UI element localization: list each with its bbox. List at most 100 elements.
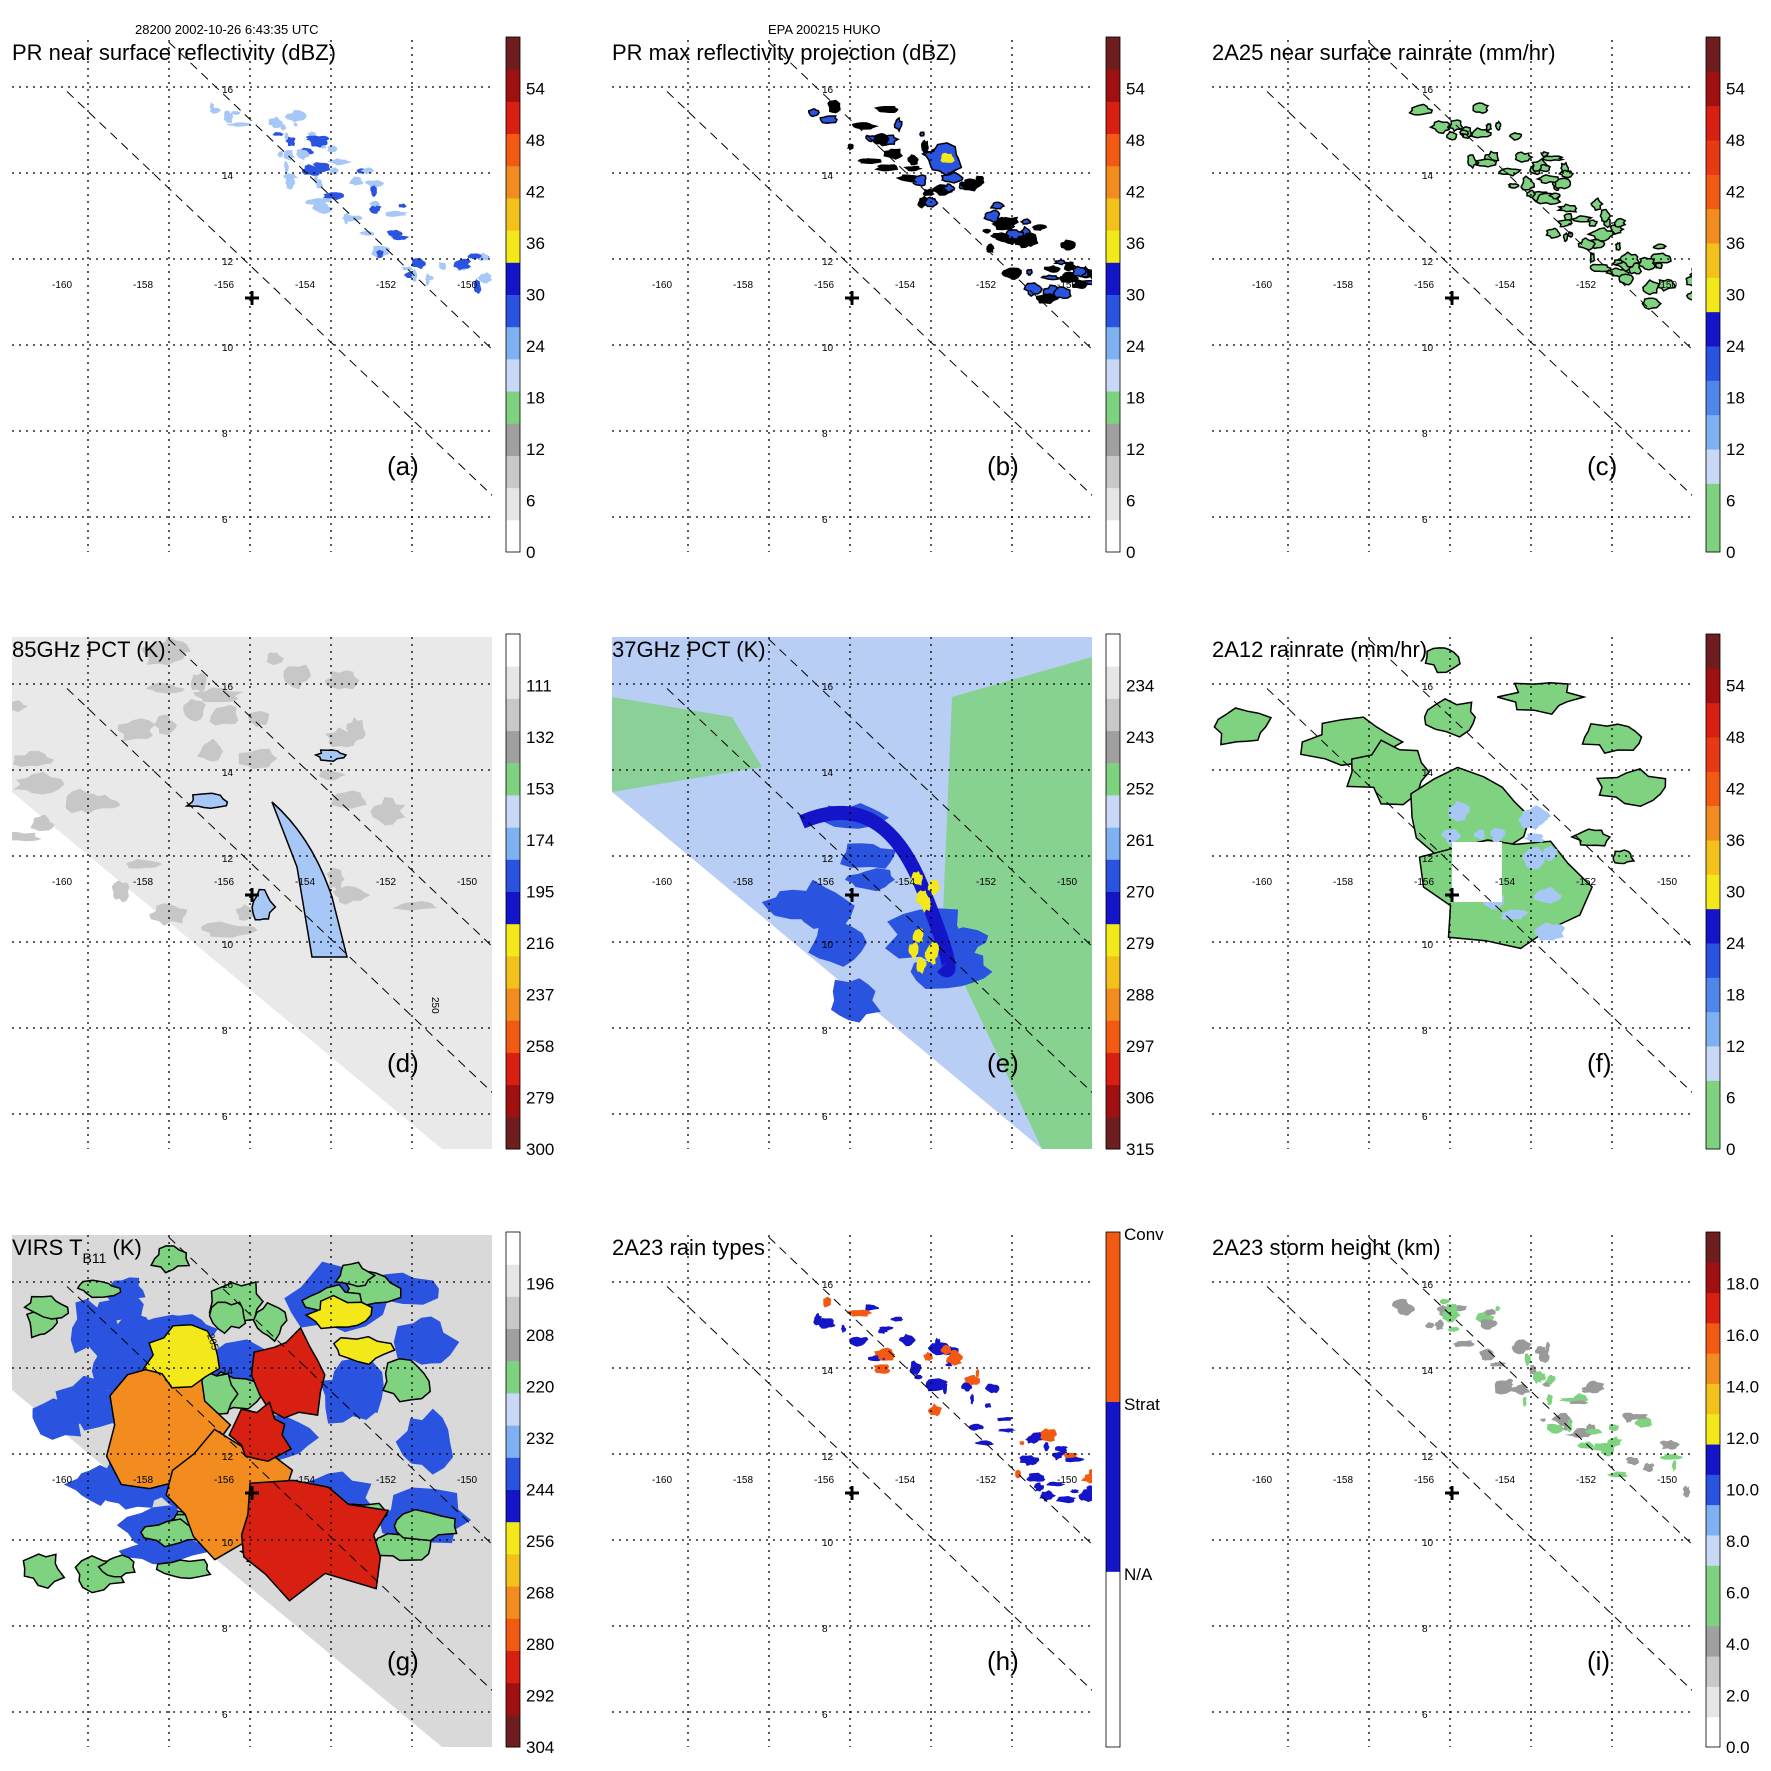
colorbar-band xyxy=(1706,140,1720,175)
cold-top xyxy=(250,1326,326,1419)
echo-cell xyxy=(1671,1460,1677,1472)
lon-tick-label: -160 xyxy=(1252,877,1272,888)
colorbar-tick-label: 256 xyxy=(526,1532,554,1551)
echo-cell xyxy=(996,1417,1014,1422)
lat-tick-label: 6 xyxy=(1422,1710,1428,1721)
warm-region xyxy=(942,657,1092,1149)
echo-cell xyxy=(1532,1370,1543,1384)
cold-region xyxy=(844,868,895,892)
echo-cell xyxy=(1613,217,1627,228)
echo-cell xyxy=(283,149,295,161)
echo-cell xyxy=(1489,1362,1507,1367)
echo-cell xyxy=(865,1304,879,1311)
swath-edge xyxy=(765,1235,1092,1545)
echo-cell xyxy=(903,165,923,172)
lat-tick-label: 10 xyxy=(222,1538,234,1549)
colorbar-tick-label: 0 xyxy=(1726,1140,1735,1159)
echo-cell xyxy=(975,175,985,186)
colorbar-tick-label: 14.0 xyxy=(1726,1378,1759,1397)
lat-tick-label: 16 xyxy=(1422,85,1434,96)
lat-tick-label: 10 xyxy=(222,343,234,354)
echo-cell xyxy=(390,235,410,241)
echo-cell xyxy=(410,258,426,270)
colorbar-band xyxy=(1706,943,1720,978)
echo-cell xyxy=(1540,1418,1546,1423)
echo-cell xyxy=(883,148,904,160)
colorbar-band xyxy=(506,1586,520,1619)
echo-cell xyxy=(935,1337,941,1352)
colorbar-band xyxy=(506,1328,520,1362)
lon-tick-label: -160 xyxy=(52,877,72,888)
echo-cell xyxy=(1689,268,1692,281)
colorbar-band xyxy=(1706,1383,1720,1415)
lon-tick-label: -160 xyxy=(652,280,672,291)
lat-tick-label: 8 xyxy=(222,1026,228,1037)
colorbar-band xyxy=(1706,346,1720,381)
lon-tick-label: -154 xyxy=(895,280,915,291)
colorbar-band xyxy=(506,698,520,732)
echo-cell xyxy=(1546,1393,1553,1406)
lat-tick-label: 12 xyxy=(1422,1452,1434,1463)
colorbar-tick-label: 30 xyxy=(1726,883,1745,902)
echo-cell xyxy=(1547,192,1561,200)
colorbar-tick-label: 279 xyxy=(526,1089,554,1108)
cloud-area xyxy=(139,1518,212,1548)
echo-cell xyxy=(827,99,841,114)
lon-tick-label: -160 xyxy=(52,280,72,291)
colorbar-band xyxy=(506,1521,520,1555)
lat-tick-label: 14 xyxy=(1422,1366,1434,1377)
echo-cell xyxy=(1071,265,1087,278)
echo-cell xyxy=(307,131,316,136)
swath-edge xyxy=(666,688,1092,1093)
colorbar-band xyxy=(1706,702,1720,738)
colorbar-band xyxy=(1706,311,1720,347)
echo-cell xyxy=(425,273,430,287)
echo-cell xyxy=(370,185,377,197)
echo-cell xyxy=(1608,1424,1620,1431)
echo-cell xyxy=(964,1374,980,1386)
lat-tick-label: 6 xyxy=(822,515,828,526)
colorbar-tick-label: 54 xyxy=(1126,80,1145,99)
colorbar-band xyxy=(506,262,520,295)
echo-cell xyxy=(1538,163,1552,173)
scattering-core xyxy=(912,927,924,943)
colorbar-band xyxy=(1706,105,1720,141)
lon-tick-label: -156 xyxy=(214,280,234,291)
swath-edge xyxy=(66,688,492,1093)
texture xyxy=(197,738,223,762)
colorbar-band xyxy=(1106,133,1120,167)
colorbar-frame xyxy=(1705,633,1721,1150)
swath-edge xyxy=(1365,637,1692,947)
colorbar-band xyxy=(506,37,520,70)
echo-cell xyxy=(285,175,296,190)
echo-cell xyxy=(401,266,414,271)
colorbar-band xyxy=(1106,358,1120,392)
colorbar-i: 18.0 16.0 14.0 12.0 10.0 8.0 6.0 4.0 2.0 0.0 xyxy=(1705,1231,1759,1757)
echo-cell xyxy=(1046,1481,1066,1487)
texture xyxy=(140,640,186,666)
texture xyxy=(12,700,28,713)
lat-tick-label: 12 xyxy=(222,1452,234,1463)
echo-cell xyxy=(1090,274,1092,280)
cloud-area xyxy=(150,1245,191,1274)
echo-cell xyxy=(943,183,956,193)
colorbar-tick-label: 6 xyxy=(1126,492,1135,511)
echo-cell xyxy=(284,110,307,123)
echo-cell xyxy=(1606,1471,1629,1478)
lat-tick-label: 16 xyxy=(822,682,834,693)
cloud-area xyxy=(319,1362,378,1424)
plot-area-b: -160 -158 -156 -154 -152 -150 16 14 12 10 8 6 xyxy=(612,40,1092,552)
echo-cell xyxy=(1434,1319,1444,1330)
texture xyxy=(201,921,258,938)
colorbar-tick-label: 232 xyxy=(526,1429,554,1448)
title-tail: (K) xyxy=(106,1235,141,1260)
colorbar-band xyxy=(1106,519,1120,553)
cloud-area xyxy=(208,1301,247,1335)
echo-cell xyxy=(438,262,447,271)
lon-tick-label: -150 xyxy=(457,280,477,291)
echo-cell xyxy=(1573,1393,1589,1403)
echo-cell xyxy=(1588,219,1598,228)
colorbar-band xyxy=(1106,37,1120,70)
colorbar-band xyxy=(1706,449,1720,484)
texture xyxy=(145,682,185,694)
